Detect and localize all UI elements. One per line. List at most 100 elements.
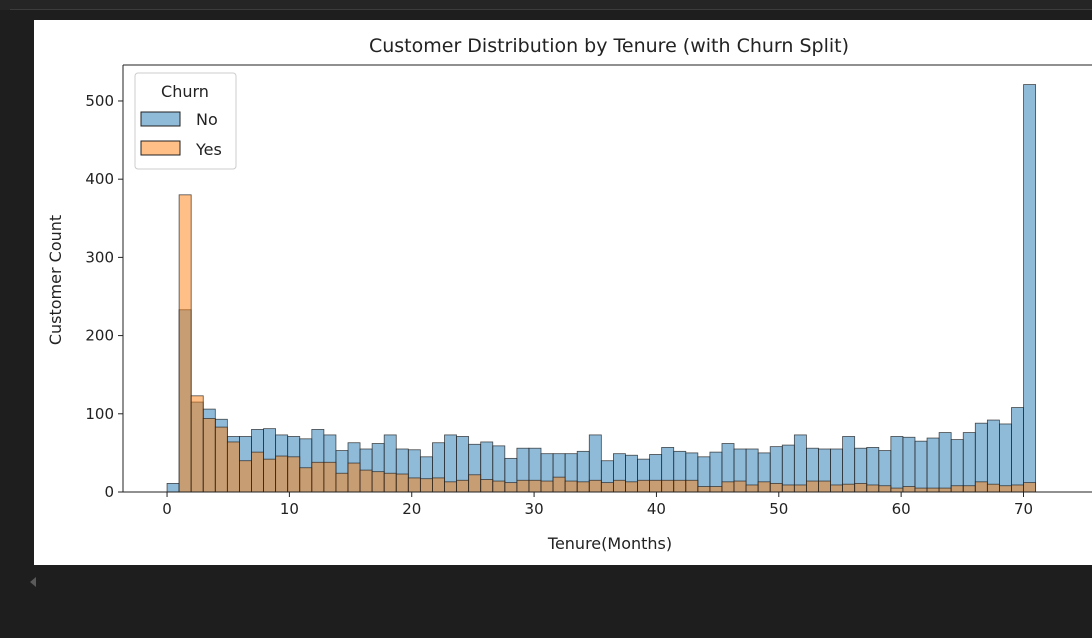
bar-yes-59 xyxy=(878,485,892,493)
bar-yes-2 xyxy=(190,395,204,493)
bar-yes-44 xyxy=(697,486,711,493)
bar-yes-41 xyxy=(661,479,675,493)
bar-yes-66 xyxy=(962,485,976,493)
bar-yes-48 xyxy=(745,484,759,493)
bar-yes-45 xyxy=(709,486,723,493)
bar-yes-40 xyxy=(649,479,663,493)
bar-yes-15 xyxy=(347,462,361,493)
bar-yes-1 xyxy=(178,194,192,493)
bar-yes-52 xyxy=(793,484,807,493)
bar-yes-17 xyxy=(371,471,385,493)
bar-yes-63 xyxy=(926,487,940,493)
x-tick-label-0: 0 xyxy=(162,500,172,518)
bar-no-69 xyxy=(999,423,1012,493)
notebook-toolbar-strip xyxy=(0,0,1092,10)
x-axis-label: Tenure(Months) xyxy=(547,534,672,553)
bar-yes-50 xyxy=(769,482,783,493)
y-tick-label-0: 0 xyxy=(104,483,114,501)
bar-no-65 xyxy=(950,439,964,493)
bar-yes-6 xyxy=(239,460,252,493)
bar-yes-47 xyxy=(733,480,747,493)
bar-yes-16 xyxy=(359,469,373,493)
bar-yes-54 xyxy=(818,480,831,493)
bar-yes-10 xyxy=(287,456,301,493)
bar-yes-26 xyxy=(480,479,494,493)
bar-yes-32 xyxy=(552,476,566,493)
bar-no-63 xyxy=(926,437,940,493)
bar-yes-33 xyxy=(564,480,578,493)
bar-yes-43 xyxy=(685,479,699,493)
bar-yes-61 xyxy=(902,486,916,493)
bar-yes-71 xyxy=(1023,482,1037,493)
chart-axes: 0 10 20 30 40 50 60 70 0 100 200 300 400 500 xyxy=(85,64,1092,518)
bar-yes-18 xyxy=(383,472,397,493)
bar-yes-49 xyxy=(757,481,771,493)
bar-yes-56 xyxy=(842,483,856,493)
chart-title: Customer Distribution by Tenure (with Ch… xyxy=(369,35,849,57)
chart-figure: Customer Distribution by Tenure (with Ch… xyxy=(34,20,1092,565)
bar-yes-30 xyxy=(528,479,542,493)
bar-yes-69 xyxy=(999,485,1012,493)
bar-no-56 xyxy=(842,436,856,493)
bar-yes-21 xyxy=(419,478,433,493)
bar-yes-55 xyxy=(830,484,843,493)
bar-no-64 xyxy=(938,432,952,493)
bar-yes-12 xyxy=(311,461,325,493)
bar-yes-4 xyxy=(214,426,228,493)
bar-yes-65 xyxy=(950,485,964,493)
x-tick-label-10: 10 xyxy=(280,500,299,518)
x-tick-label-20: 20 xyxy=(402,500,421,518)
bar-yes-57 xyxy=(854,482,868,493)
bar-no-60 xyxy=(890,436,904,493)
histogram-bars xyxy=(166,84,1037,493)
bar-yes-53 xyxy=(806,480,819,493)
bar-no-66 xyxy=(962,432,976,493)
bar-yes-36 xyxy=(600,482,614,493)
bar-yes-14 xyxy=(335,472,349,493)
bar-yes-3 xyxy=(202,418,216,493)
bar-yes-46 xyxy=(721,481,735,493)
bar-no-62 xyxy=(914,440,928,493)
bar-yes-39 xyxy=(637,479,650,493)
bar-yes-38 xyxy=(625,481,638,493)
bar-yes-11 xyxy=(299,467,313,493)
bar-yes-22 xyxy=(432,477,445,493)
x-tick-label-30: 30 xyxy=(525,500,544,518)
x-tick-label-40: 40 xyxy=(647,500,666,518)
bar-yes-34 xyxy=(576,481,590,493)
legend-title: Churn xyxy=(161,82,209,101)
bar-no-68 xyxy=(986,419,1000,493)
bar-yes-67 xyxy=(974,481,988,493)
y-axis-label: Customer Count xyxy=(46,215,65,345)
bar-no-0 xyxy=(166,482,180,493)
x-tick-label-70: 70 xyxy=(1014,500,1033,518)
legend-swatch-yes xyxy=(140,140,181,156)
bar-no-61 xyxy=(902,436,916,493)
bar-no-70 xyxy=(1011,407,1024,493)
bar-yes-20 xyxy=(407,477,421,493)
bar-yes-29 xyxy=(516,479,530,493)
scroll-left-arrow-icon[interactable] xyxy=(30,577,36,587)
legend-swatch-no xyxy=(140,111,181,127)
y-tick-label-200: 200 xyxy=(85,327,114,345)
bar-no-52 xyxy=(793,434,807,493)
bar-yes-25 xyxy=(468,474,482,493)
toolbar-divider xyxy=(10,0,1092,10)
y-tick-label-300: 300 xyxy=(85,248,114,266)
bar-yes-27 xyxy=(492,480,506,493)
legend-label-no: No xyxy=(196,110,218,129)
legend-label-yes: Yes xyxy=(195,140,222,159)
bar-yes-8 xyxy=(263,458,277,493)
bar-yes-13 xyxy=(323,461,337,493)
bar-yes-51 xyxy=(781,484,795,493)
bar-yes-5 xyxy=(226,441,240,493)
bar-no-45 xyxy=(709,451,723,493)
y-tick-label-500: 500 xyxy=(85,92,114,110)
bar-yes-58 xyxy=(866,484,880,493)
bar-yes-19 xyxy=(395,473,409,493)
bar-yes-37 xyxy=(613,479,626,493)
bar-no-71 xyxy=(1023,84,1037,493)
histogram-chart: Customer Distribution by Tenure (with Ch… xyxy=(46,35,1092,553)
bar-yes-42 xyxy=(673,479,687,493)
chart-legend: Churn No Yes xyxy=(134,72,237,170)
